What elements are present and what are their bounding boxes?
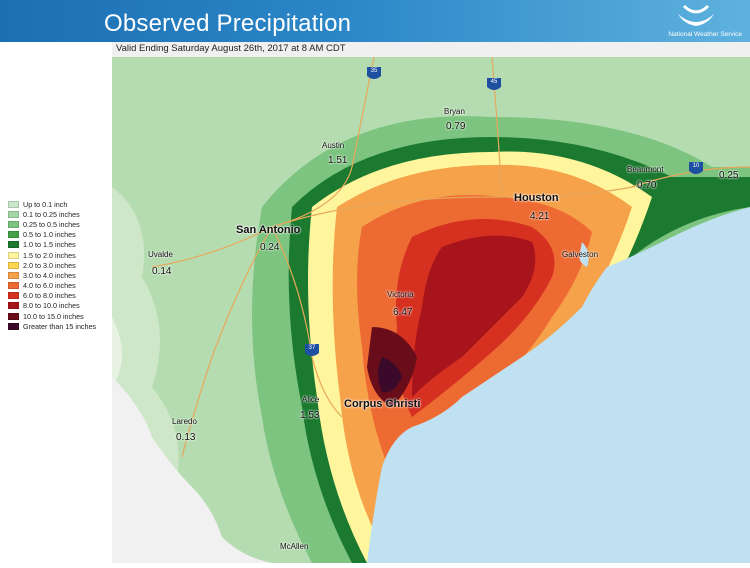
city-mcallen[interactable]: McAllen <box>280 542 309 551</box>
page-title: Observed Precipitation <box>104 10 352 37</box>
legend-item: Up to 0.1 inch <box>8 199 118 209</box>
legend-swatch <box>8 220 19 228</box>
legend-swatch <box>8 231 19 239</box>
highway-10 <box>271 166 750 228</box>
legend-swatch <box>8 200 19 208</box>
header-bar: Observed Precipitation National Weather … <box>0 0 750 42</box>
value-austin: 1.51 <box>328 155 348 166</box>
legend-label: 0.5 to 1.0 inches <box>23 230 76 240</box>
legend-label: 10.0 to 15.0 inches <box>23 311 84 321</box>
legend-item: 8.0 to 10.0 inches <box>8 301 118 311</box>
highway-45 <box>491 56 503 198</box>
precipitation-legend: Up to 0.1 inch 0.1 to 0.25 inches 0.25 t… <box>8 199 118 331</box>
value-houston: 4.21 <box>530 211 550 222</box>
shield-label: 45 <box>490 79 498 85</box>
legend-label: 3.0 to 4.0 inches <box>23 270 76 280</box>
value-victoria: 6.47 <box>393 307 413 318</box>
agency-label: National Weather Service <box>668 31 742 38</box>
legend-label: 4.0 to 6.0 inches <box>23 281 76 291</box>
shield-label: 35 <box>370 68 378 74</box>
highway-35-north <box>271 56 375 228</box>
city-austin[interactable]: Austin <box>322 141 345 150</box>
legend-swatch <box>8 271 19 279</box>
mexico-area <box>112 377 272 563</box>
legend-item: 1.0 to 1.5 inches <box>8 240 118 250</box>
value-uvalde: 0.14 <box>152 266 172 277</box>
legend-label: 2.0 to 3.0 inches <box>23 260 76 270</box>
interstate-shields <box>305 67 703 356</box>
legend-label: 6.0 to 8.0 inches <box>23 291 76 301</box>
noaa-logo-icon <box>648 2 744 42</box>
legend-item: 1.5 to 2.0 inches <box>8 250 118 260</box>
city-alice[interactable]: Alice <box>302 395 320 404</box>
subtitle-bar <box>112 42 750 57</box>
legend-swatch <box>8 251 19 259</box>
highways <box>151 56 750 458</box>
band-eight-inch <box>412 235 536 397</box>
city-houston[interactable]: Houston <box>514 192 559 204</box>
value-san-antonio: 0.24 <box>260 242 280 253</box>
value-alice: 1.53 <box>300 410 320 421</box>
shield-label: 10 <box>692 163 700 169</box>
legend-swatch <box>8 241 19 249</box>
interstate-35-shield <box>367 67 381 79</box>
city-beaumont[interactable]: Beaumont <box>627 165 664 174</box>
city-bryan[interactable]: Bryan <box>444 107 465 116</box>
band-fifteen-inch <box>378 357 402 393</box>
city-laredo[interactable]: Laredo <box>172 417 197 426</box>
highway-35-south <box>181 226 273 458</box>
legend-swatch <box>8 292 19 300</box>
interstate-10-shield <box>689 162 703 174</box>
valid-time: Valid Ending Saturday August 26th, 2017 … <box>116 43 346 54</box>
legend-swatch <box>8 261 19 269</box>
legend-swatch <box>8 282 19 290</box>
city-victoria[interactable]: Victoria <box>387 290 414 299</box>
legend-label: Greater than 15 inches <box>23 321 97 331</box>
value-east: 0.25 <box>719 170 739 181</box>
value-beaumont: 0.70 <box>637 180 657 191</box>
legend-label: Up to 0.1 inch <box>23 199 68 209</box>
legend-item: Greater than 15 inches <box>8 321 118 331</box>
legend-swatch <box>8 322 19 330</box>
precipitation-map[interactable]: 35 45 10 37 Austin 1.51 Bryan 0.79 San A… <box>112 56 750 563</box>
city-corpus-christi[interactable]: Corpus Christi <box>344 398 421 410</box>
highway-90 <box>151 226 273 268</box>
legend-label: 0.1 to 0.25 inches <box>23 209 80 219</box>
legend-item: 3.0 to 4.0 inches <box>8 270 118 280</box>
value-bryan: 0.79 <box>446 121 466 132</box>
map-canvas <box>112 56 750 563</box>
galveston-bay <box>579 242 589 267</box>
legend-item: 10.0 to 15.0 inches <box>8 311 118 321</box>
legend-item: 6.0 to 8.0 inches <box>8 291 118 301</box>
legend-label: 1.5 to 2.0 inches <box>23 250 76 260</box>
dry-patch <box>112 317 122 387</box>
interstate-45-shield <box>487 78 501 90</box>
city-galveston[interactable]: Galveston <box>562 250 599 259</box>
legend-item: 0.25 to 0.5 inches <box>8 219 118 229</box>
legend-label: 0.25 to 0.5 inches <box>23 219 80 229</box>
legend-item: 0.5 to 1.0 inches <box>8 230 118 240</box>
legend-label: 1.0 to 1.5 inches <box>23 240 76 250</box>
shield-label: 37 <box>308 345 316 351</box>
legend-swatch <box>8 302 19 310</box>
legend-item: 2.0 to 3.0 inches <box>8 260 118 270</box>
city-san-antonio[interactable]: San Antonio <box>236 224 301 236</box>
city-uvalde[interactable]: Uvalde <box>148 250 173 259</box>
legend-item: 0.1 to 0.25 inches <box>8 209 118 219</box>
legend-item: 4.0 to 6.0 inches <box>8 281 118 291</box>
interstate-37-shield <box>305 344 319 356</box>
legend-swatch <box>8 210 19 218</box>
legend-label: 8.0 to 10.0 inches <box>23 301 80 311</box>
gulf-of-mexico <box>367 207 750 563</box>
legend-swatch <box>8 312 19 320</box>
value-laredo: 0.13 <box>176 432 196 443</box>
